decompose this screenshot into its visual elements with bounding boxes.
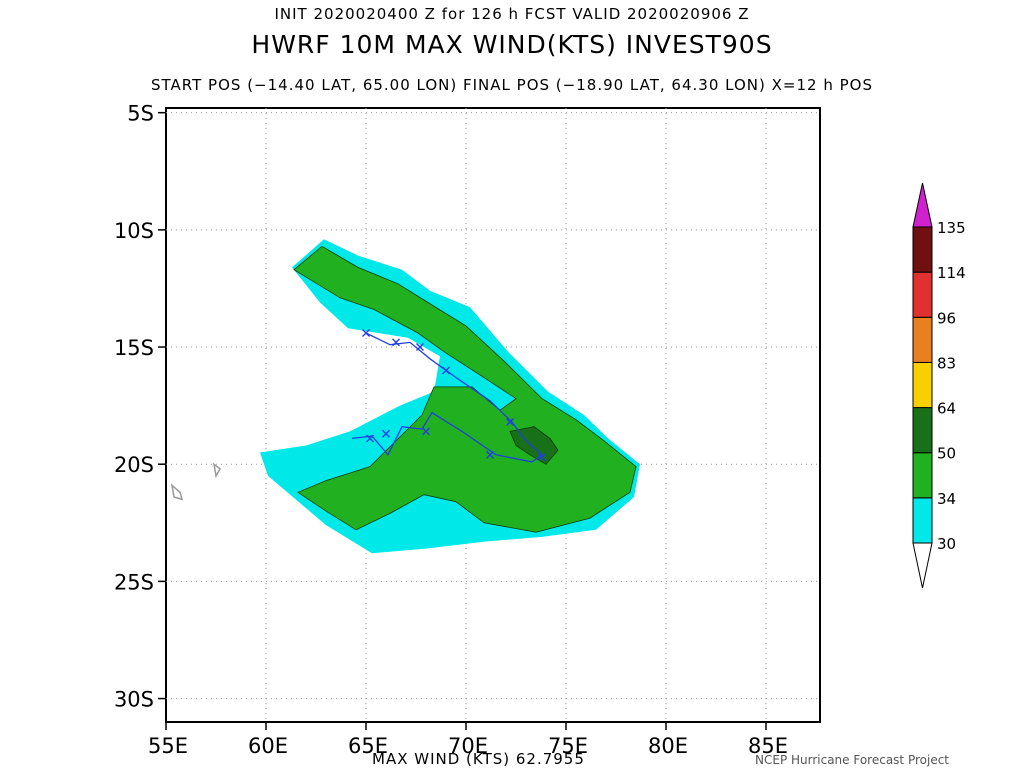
wind-regions: [170, 239, 640, 554]
x-tick-label: 80E: [648, 734, 688, 758]
x-tick-label: 85E: [748, 734, 788, 758]
island-outline: [170, 483, 184, 501]
track-position-mark: [486, 450, 494, 459]
legend-label: 114: [937, 264, 966, 282]
init-line: INIT 2020020400 Z for 126 h FCST VALID 2…: [274, 5, 750, 23]
legend-swatch: [912, 361, 933, 409]
legend-label: 96: [937, 309, 956, 327]
grid: [166, 108, 820, 722]
legend-swatch: [912, 452, 933, 499]
track-position-mark: [382, 429, 390, 438]
track-position-mark: [506, 418, 514, 427]
legend-label: 34: [937, 490, 956, 508]
track-position-mark: [442, 366, 450, 375]
x-tick-label: 65E: [348, 734, 388, 758]
legend-label: 135: [937, 219, 966, 237]
plot-frame: [165, 107, 821, 723]
legend-swatch: [912, 497, 933, 544]
track-position-mark: [422, 427, 430, 436]
legend-label: 64: [937, 400, 956, 418]
legend-swatch: [912, 271, 933, 318]
island-outline: [212, 462, 221, 479]
legend-arrow-top: [912, 182, 933, 228]
storm-track: [351, 328, 546, 463]
max-wind-readout: MAX WIND (KTS) 62.7955: [372, 750, 585, 768]
y-tick-label: 20S: [114, 453, 154, 477]
chart-title: HWRF 10M MAX WIND(KTS) INVEST90S: [251, 30, 773, 59]
track-position-mark: [366, 434, 374, 443]
y-tick-label: 25S: [114, 570, 154, 594]
x-tick-label: 70E: [448, 734, 488, 758]
legend-arrow-bottom: [912, 542, 933, 589]
wind-area-34kt: [293, 245, 637, 533]
axes: 55E 60E 65E 70E 75E 80E 85E 5S 10S 15S 20S 25S 30S: [114, 102, 788, 758]
position-line: START POS (−14.40 LAT, 65.00 LON) FINAL …: [151, 76, 873, 94]
track-position-mark: [538, 453, 546, 462]
credit-text: NCEP Hurricane Forecast Project: [755, 753, 950, 767]
track-line: [351, 332, 544, 463]
y-tick-label: 10S: [114, 219, 154, 243]
y-tick-label: 15S: [114, 336, 154, 360]
legend-swatch: [912, 407, 933, 454]
track-position-mark: [392, 338, 400, 347]
track-position-mark: [416, 343, 424, 352]
x-tick-label: 75E: [548, 734, 588, 758]
track-position-mark: [362, 328, 370, 337]
y-tick-label: 5S: [127, 102, 154, 126]
legend-swatch: [912, 226, 933, 273]
legend-swatch: [912, 316, 933, 363]
x-tick-label: 60E: [248, 734, 288, 758]
legend: 30 34 50 64 83 96 114 135: [912, 182, 966, 589]
legend-label: 50: [937, 445, 956, 463]
legend-label: 83: [937, 354, 956, 372]
legend-label: 30: [937, 535, 956, 553]
y-tick-label: 30S: [114, 688, 154, 712]
x-tick-label: 55E: [148, 734, 188, 758]
